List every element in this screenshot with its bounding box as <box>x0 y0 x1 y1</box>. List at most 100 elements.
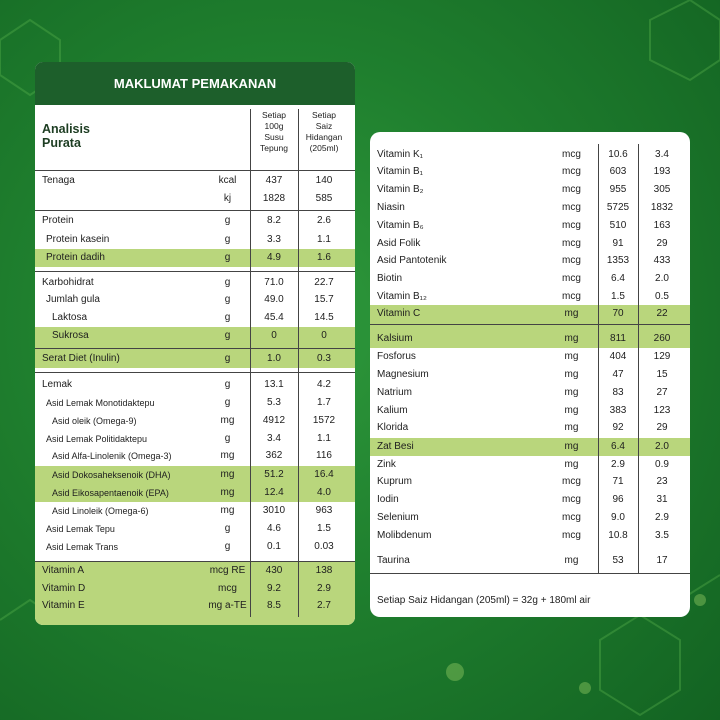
value: 53 <box>612 555 624 566</box>
unit: kcal <box>218 175 237 186</box>
value: 15.7 <box>314 294 334 305</box>
row-label: Vitamin A <box>42 565 85 576</box>
unit: kj <box>223 193 232 204</box>
row-label: Vitamin B₆ <box>377 220 424 231</box>
value: 0.9 <box>655 459 669 470</box>
value: 2.0 <box>655 441 669 452</box>
value: 15 <box>656 369 668 380</box>
value: 22 <box>656 308 668 319</box>
row-label: Protein <box>42 215 74 226</box>
value: 22.7 <box>314 277 334 288</box>
row-label: Niasin <box>377 202 405 213</box>
unit: mcg <box>562 476 581 487</box>
row-rule <box>35 348 355 349</box>
value: 811 <box>610 333 626 344</box>
unit: mcg <box>562 530 581 541</box>
value: 8.2 <box>267 215 281 226</box>
row-label: Kalsium <box>377 333 413 344</box>
value: 92 <box>612 422 624 433</box>
row-rule <box>35 210 355 211</box>
row-label: Vitamin K₁ <box>377 149 423 160</box>
unit: g <box>224 379 231 390</box>
unit: mcg <box>218 583 237 594</box>
row-rule <box>370 573 690 574</box>
unit: mcg RE <box>209 565 246 576</box>
unit: g <box>224 294 231 305</box>
value: 4912 <box>262 415 286 426</box>
value: 71 <box>612 476 624 487</box>
highlight-band <box>35 249 355 267</box>
row-label: Vitamin B₁ <box>377 166 423 177</box>
row-label: Protein dadih <box>46 252 105 263</box>
value: 404 <box>609 351 627 362</box>
value: 27 <box>656 387 668 398</box>
value: 955 <box>609 184 627 195</box>
unit: g <box>224 252 231 263</box>
row-label: Asid Dokosaheksenoik (DHA) <box>52 470 171 480</box>
unit: mg <box>220 469 235 480</box>
row-label: Asid Pantotenik <box>377 255 447 266</box>
title-band: MAKLUMAT PEMAKANAN <box>35 62 355 105</box>
value: 585 <box>315 193 333 204</box>
highlight-band <box>370 438 690 456</box>
value: 1.1 <box>317 234 331 245</box>
column-header: Setiap 100g Susu Tepung <box>260 110 288 153</box>
value: 31 <box>656 494 668 505</box>
value: 305 <box>653 184 671 195</box>
row-label: Zink <box>377 459 396 470</box>
value: 603 <box>609 166 627 177</box>
unit: mcg <box>562 273 581 284</box>
highlight-band <box>370 305 690 348</box>
unit: mg <box>564 369 579 380</box>
value: 10.6 <box>608 149 628 160</box>
unit: mcg <box>562 494 581 505</box>
value: 260 <box>653 333 671 344</box>
unit: mg <box>564 308 579 319</box>
value: 23 <box>656 476 668 487</box>
row-label: Tenaga <box>42 175 75 186</box>
row-label: Vitamin B₁₂ <box>377 291 427 302</box>
column-rule <box>250 109 251 617</box>
row-label: Protein kasein <box>46 234 110 245</box>
row-label: Asid Lemak Politidaktepu <box>46 434 148 444</box>
unit: mg <box>220 487 235 498</box>
row-label: Molibdenum <box>377 530 432 541</box>
row-label: Taurina <box>377 555 410 566</box>
value: 123 <box>653 405 671 416</box>
unit: mg a-TE <box>208 600 247 611</box>
row-label: Kuprum <box>377 476 413 487</box>
unit: g <box>224 277 231 288</box>
unit: mcg <box>562 291 581 302</box>
value: 383 <box>609 405 627 416</box>
value: 1.1 <box>317 433 331 444</box>
unit: mcg <box>562 149 581 160</box>
highlight-band <box>35 466 355 502</box>
value: 51.2 <box>264 469 284 480</box>
row-rule <box>370 324 690 325</box>
value: 12.4 <box>264 487 284 498</box>
row-label: Zat Besi <box>377 441 414 452</box>
value: 17 <box>656 555 668 566</box>
row-label: Vitamin B₂ <box>377 184 424 195</box>
value: 437 <box>265 175 283 186</box>
value: 2.9 <box>317 583 331 594</box>
value: 433 <box>653 255 671 266</box>
row-rule <box>35 170 355 171</box>
row-label: Asid Lemak Trans <box>46 542 119 552</box>
value: 10.8 <box>608 530 628 541</box>
row-label: Kalium <box>377 405 408 416</box>
row-label: Natrium <box>377 387 413 398</box>
value: 45.4 <box>264 312 284 323</box>
value: 0.3 <box>317 353 331 364</box>
row-label: Asid Eikosapentaenoik (EPA) <box>52 488 169 498</box>
unit: mg <box>564 387 579 398</box>
value: 96 <box>612 494 624 505</box>
row-label: Biotin <box>377 273 403 284</box>
value: 0.1 <box>267 541 281 552</box>
value: 3.5 <box>655 530 669 541</box>
value: 1.0 <box>267 353 281 364</box>
value: 71.0 <box>264 277 284 288</box>
unit: g <box>224 523 231 534</box>
value: 83 <box>612 387 624 398</box>
